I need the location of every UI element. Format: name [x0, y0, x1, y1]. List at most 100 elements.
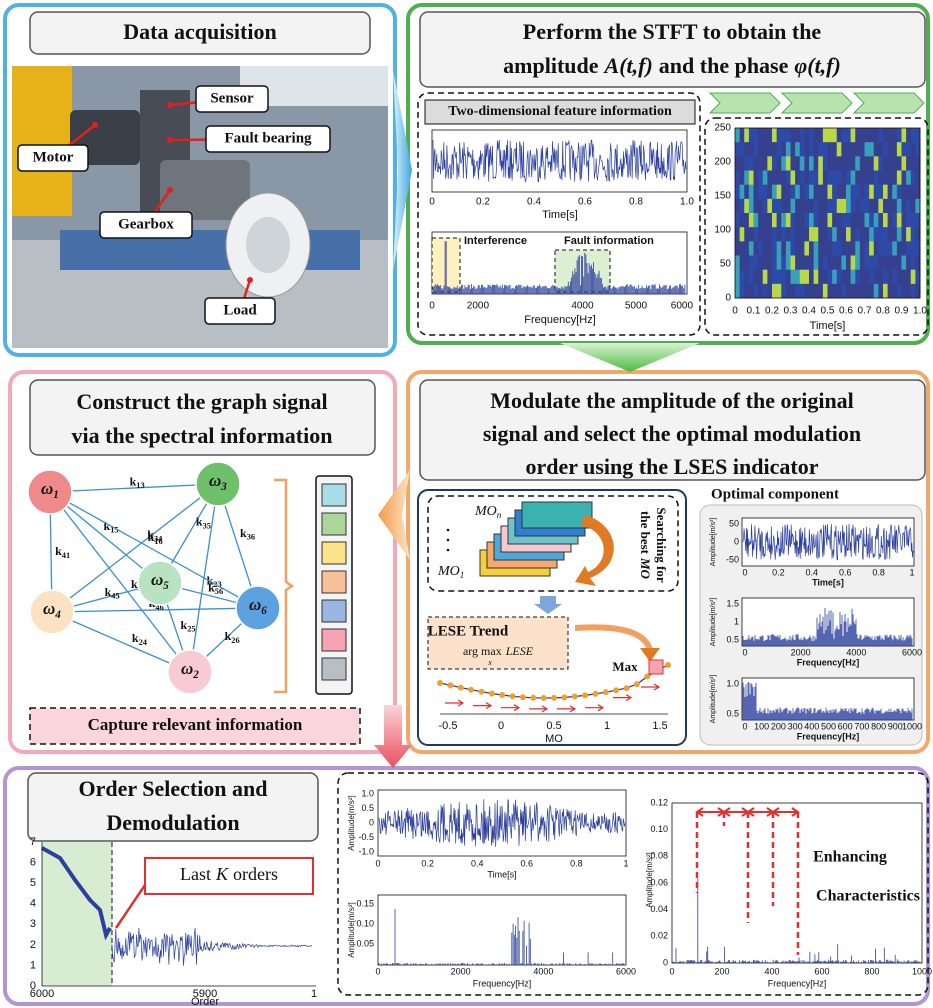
- x-tick-label: 0.6: [521, 858, 534, 868]
- text-span: 2: [192, 669, 199, 681]
- spectrogram-cell: [758, 256, 763, 271]
- spectrogram-cell: [878, 142, 883, 157]
- photo-part: [12, 66, 72, 216]
- panel-title: Modulate the amplitude of the original: [490, 388, 854, 413]
- spectrogram-cell: [791, 156, 796, 171]
- spectrogram-cell: [781, 142, 786, 157]
- spectrogram-cell: [855, 128, 860, 143]
- spectrogram-cell: [828, 256, 833, 271]
- spectrogram-cell: [841, 171, 846, 186]
- spectrogram-cell: [777, 241, 782, 256]
- spectrogram-cell: [758, 171, 763, 186]
- spectrogram-cell: [846, 213, 851, 228]
- spectrogram-cell: [818, 156, 823, 171]
- flow-arrow: [560, 343, 700, 372]
- pointer-head: [167, 102, 173, 108]
- spectrogram-cell: [869, 213, 874, 228]
- spectrogram-cell: [911, 241, 916, 256]
- x-tick-label: 0.6: [839, 306, 853, 317]
- x-tick-label: 2000: [451, 966, 471, 976]
- x-axis-label: Frequency[Hz]: [797, 657, 860, 667]
- spectrogram-cell: [754, 142, 759, 157]
- spectrogram-cell: [767, 156, 772, 171]
- spectrogram-cell: [791, 171, 796, 186]
- spectrogram-cell: [744, 142, 749, 157]
- x-tick-label: 400: [764, 966, 779, 976]
- spectrogram-cell: [860, 128, 865, 143]
- vector-cell: [322, 484, 346, 506]
- x-axis-label: Time[s]: [487, 869, 516, 879]
- spectrogram-cell: [814, 213, 819, 228]
- panel-title: Data acquisition: [123, 19, 276, 44]
- spectrogram-cell: [749, 284, 754, 299]
- spectrogram-cell: [735, 199, 740, 214]
- spectrogram-cell: [744, 241, 749, 256]
- spectrogram-cell: [818, 185, 823, 200]
- text-span: ω: [209, 471, 221, 490]
- spectrogram-cell: [878, 241, 883, 256]
- signal-trace: [112, 928, 312, 966]
- text-span: ω: [249, 595, 261, 614]
- spectrogram-cell: [781, 156, 786, 171]
- y-tick-label: 100: [714, 225, 731, 236]
- spectrogram-cell: [795, 256, 800, 271]
- spectrogram-cell: [892, 227, 897, 242]
- x-tick-label: 0: [742, 567, 747, 577]
- y-tick-label: 0.5: [361, 803, 374, 813]
- spectrogram-cell: [814, 156, 819, 171]
- spectrogram-cell: [767, 142, 772, 157]
- text-span: 3: [220, 481, 227, 493]
- x-tick-label: 0.8: [570, 858, 583, 868]
- spectrogram-cell: [902, 284, 907, 299]
- spectrogram-cell: [749, 227, 754, 242]
- text-span: n: [497, 510, 502, 520]
- spectrogram-cell: [897, 270, 902, 285]
- spectrogram-cell: [754, 199, 759, 214]
- spectrogram-cell: [740, 128, 745, 143]
- trend-point: [624, 685, 630, 691]
- y-axis-label: Amplitude[m/s²]: [347, 795, 356, 851]
- red-arrow: [529, 706, 547, 712]
- spectrogram-cell: [791, 256, 796, 271]
- text-span: arg max: [463, 644, 502, 658]
- spectrogram-cell: [892, 199, 897, 214]
- spectrogram-cell: [818, 199, 823, 214]
- y-tick-label: 0.02: [650, 931, 668, 941]
- spectrogram-cell: [883, 156, 888, 171]
- spectrogram-cell: [823, 171, 828, 186]
- spectrogram-cell: [814, 199, 819, 214]
- y-tick-label: 0.15: [356, 898, 374, 908]
- spectrogram-cell: [869, 256, 874, 271]
- spectrogram-cell: [763, 284, 768, 299]
- spectrum-trace: [379, 909, 624, 965]
- spectrogram-cell: [832, 142, 837, 157]
- x-axis-label: Frequency[Hz]: [768, 978, 827, 988]
- spectrogram-cell: [786, 241, 791, 256]
- red-arrow: [501, 705, 519, 711]
- spectrogram-cell: [883, 185, 888, 200]
- spectrogram-cell: [740, 156, 745, 171]
- spectrogram-cell: [883, 256, 888, 271]
- spectrogram-cell: [888, 241, 893, 256]
- spectrogram-cell: [837, 256, 842, 271]
- spectrogram-cell: [763, 270, 768, 285]
- spectrogram-cell: [841, 241, 846, 256]
- spectrogram-cell: [777, 142, 782, 157]
- spectrogram-cell: [804, 199, 809, 214]
- text-span: 5: [163, 580, 169, 592]
- spectrogram-cell: [855, 199, 860, 214]
- spectrogram-cell: [883, 270, 888, 285]
- spectrogram-cell: [897, 185, 902, 200]
- spectrogram-cell: [749, 185, 754, 200]
- y-tick-label: 2: [30, 939, 36, 951]
- graph-edge: [52, 484, 218, 612]
- spectrogram-cell: [888, 270, 893, 285]
- x-axis-label: Frequency[Hz]: [797, 731, 860, 741]
- spectrogram-cell: [791, 241, 796, 256]
- spectrogram-cell: [818, 213, 823, 228]
- spectrogram-cell: [837, 270, 842, 285]
- spectrogram-cell: [860, 241, 865, 256]
- spectrogram-cell: [911, 185, 916, 200]
- spectrogram-cell: [767, 185, 772, 200]
- photo-label: Sensor: [210, 90, 254, 106]
